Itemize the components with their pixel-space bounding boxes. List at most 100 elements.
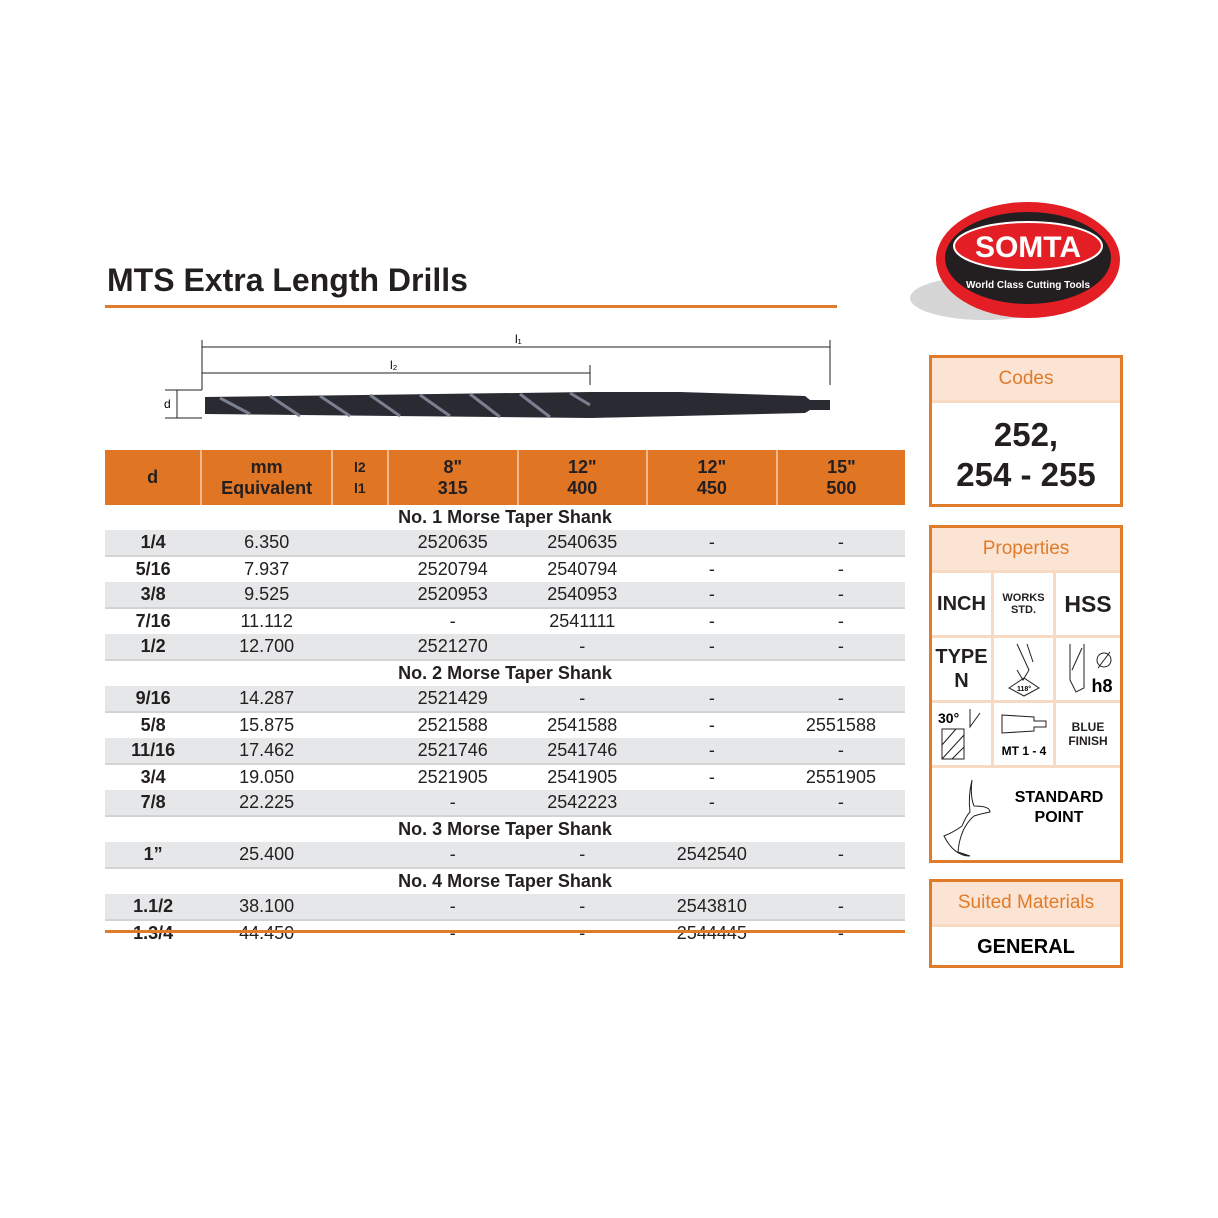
code-cell: - <box>776 738 905 765</box>
header-top: mm <box>250 456 283 477</box>
code-cell: - <box>776 634 905 661</box>
diameter-cell: 5/8 <box>140 715 166 735</box>
mm-cell: 17.462 <box>201 738 333 765</box>
diameter-cell: 9/16 <box>105 686 202 713</box>
table-row: 5/8 15.875 2521588 2541588 - 2551588 <box>105 712 905 738</box>
empty-cell <box>332 842 388 869</box>
code-cell: - <box>708 715 715 735</box>
svg-text:SOMTA: SOMTA <box>975 231 1081 264</box>
column-header: 8" 315 <box>386 450 518 505</box>
code-cell: - <box>646 582 777 609</box>
code-cell: - <box>646 686 777 713</box>
finish-text: FINISH <box>1068 734 1108 748</box>
empty-cell <box>332 582 388 609</box>
diameter-cell: 7/8 <box>105 790 202 817</box>
d-label: d <box>164 397 171 411</box>
table-row: 7/8 22.225-2542223- - <box>105 790 905 817</box>
code-cell: 2520953 <box>387 582 518 609</box>
code-cell: 2521588 <box>417 715 488 735</box>
code-cell: - <box>837 559 844 579</box>
mm-cell: 44.450 <box>239 923 295 943</box>
section-row: No. 1 Morse Taper Shank <box>105 505 905 530</box>
code-cell: - <box>776 686 905 713</box>
empty-cell <box>332 556 388 582</box>
inch-badge: INCH <box>932 573 994 638</box>
materials-heading: Suited Materials <box>932 882 1120 927</box>
title-rule <box>105 305 837 308</box>
somta-logo: SOMTA World Class Cutting Tools <box>905 198 1125 328</box>
l1-label: l₁ <box>515 332 522 346</box>
table-row: 7/16 11.112 - 2541111 - - <box>105 608 905 634</box>
diameter-cell: 11/16 <box>105 738 202 765</box>
mm-cell: 25.400 <box>201 842 333 869</box>
code-cell: 2551905 <box>805 767 876 787</box>
column-header: 12" 400 <box>516 450 647 505</box>
code-cell: 2542540 <box>646 842 777 869</box>
type-text: TYPE <box>935 646 988 668</box>
mm-cell: 7.937 <box>244 559 290 579</box>
drill-table: d mm Equivalent l2 l1 8" 315 12" 400 12" 450 15" 500… <box>105 450 905 946</box>
code-cell: 2521905 <box>417 767 488 787</box>
empty-cell <box>332 634 388 661</box>
code-cell: - <box>387 790 518 817</box>
table-row: 3/4 19.050 2521905 2541905 - 2551905 <box>105 764 905 790</box>
code-cell: 2521429 <box>387 686 518 713</box>
column-header: l2 l1 <box>331 450 388 505</box>
code-cell: 2551588 <box>805 715 876 735</box>
page-title: MTS Extra Length Drills <box>107 262 468 298</box>
tolerance-h8-icon: h8 <box>1056 638 1120 703</box>
code-cell: - <box>646 738 777 765</box>
header-top: d <box>147 467 159 487</box>
section-title: No. 2 Morse Taper Shank <box>398 663 612 683</box>
mm-cell: 9.525 <box>201 582 333 609</box>
code-cell: 2542223 <box>517 790 647 817</box>
section-title: No. 4 Morse Taper Shank <box>398 871 612 891</box>
table-row: 5/16 7.937 2520794 2540794 - - <box>105 556 905 582</box>
header-bottom: Equivalent <box>221 477 313 498</box>
code-cell: - <box>776 842 905 869</box>
table-row: 1.1/2 38.100- -2543810- <box>105 894 905 921</box>
section-row: No. 2 Morse Taper Shank <box>105 660 905 686</box>
code-cell: - <box>776 894 905 921</box>
code-cell: 2521746 <box>387 738 518 765</box>
header-bottom: 400 <box>567 477 598 498</box>
header-top: 8" <box>443 456 462 477</box>
column-header: 15" 500 <box>775 450 905 505</box>
empty-cell <box>332 920 388 946</box>
code-cell: - <box>517 894 647 921</box>
code-cell: - <box>837 923 844 943</box>
codes-box: Codes 252, 254 - 255 <box>929 355 1123 507</box>
empty-cell <box>332 764 388 790</box>
code-cell: - <box>517 842 647 869</box>
table-end-rule <box>105 930 905 933</box>
code-line-1: 252, <box>993 416 1059 453</box>
mm-cell: 38.100 <box>201 894 333 921</box>
drill-diagram: l₁ l₂ d <box>164 332 831 419</box>
header-bottom: 450 <box>696 477 727 498</box>
header-top: l2 <box>354 458 366 475</box>
properties-box: Properties INCH WORKS STD. HSS TYPE N 118°… <box>929 525 1123 863</box>
code-cell: 2541111 <box>549 611 616 631</box>
empty-cell <box>332 894 388 921</box>
code-cell: - <box>517 686 647 713</box>
diameter-cell: 1.1/2 <box>105 894 202 921</box>
code-line-2: 254 - 255 <box>956 456 1096 493</box>
code-cell: - <box>708 611 715 631</box>
diameter-cell: 3/8 <box>105 582 202 609</box>
diameter-cell: 3/4 <box>140 767 166 787</box>
header-bottom: 315 <box>437 477 468 498</box>
code-cell: - <box>449 923 456 943</box>
helix-text: 30° <box>938 710 959 726</box>
column-header: 12" 450 <box>645 450 777 505</box>
h8-text: h8 <box>1091 676 1112 696</box>
code-cell: 2541905 <box>547 767 618 787</box>
l2-label: l₂ <box>390 358 398 372</box>
mm-cell: 19.050 <box>239 767 295 787</box>
code-cell: - <box>646 790 777 817</box>
empty-cell <box>332 530 388 557</box>
properties-heading: Properties <box>932 528 1120 573</box>
table-row: 11/16 17.462 2521746 2541746- - <box>105 738 905 765</box>
empty-cell <box>332 738 388 765</box>
code-cell: 2544445 <box>676 923 747 943</box>
